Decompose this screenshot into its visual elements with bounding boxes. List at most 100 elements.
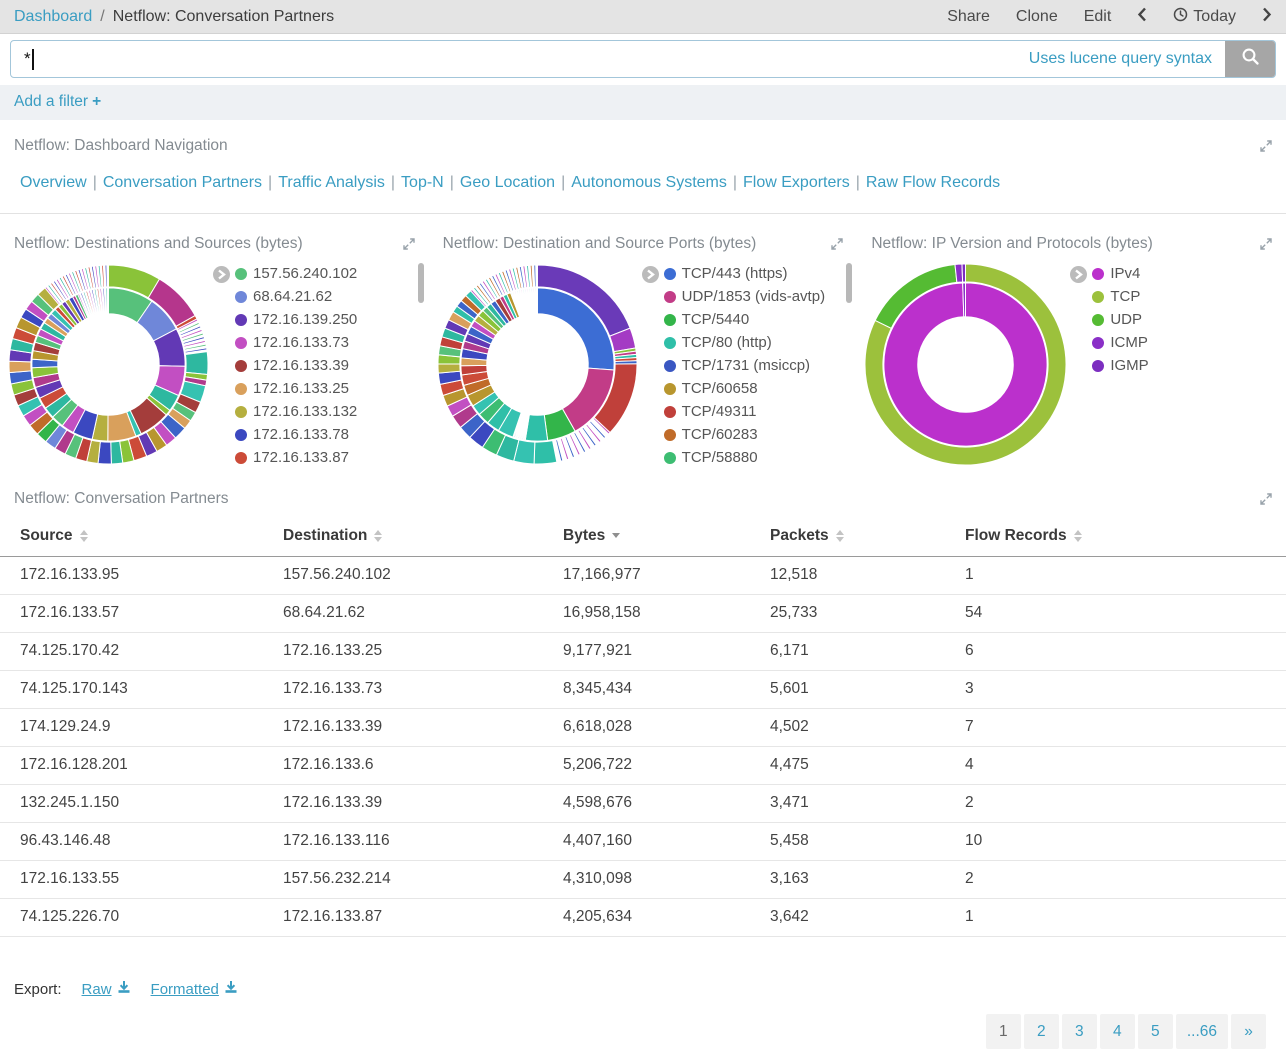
sunburst-segment[interactable]	[534, 287, 537, 315]
sunburst-segment[interactable]	[105, 287, 109, 315]
sunburst-segment[interactable]	[96, 287, 103, 315]
sunburst-segment[interactable]	[511, 291, 522, 318]
sunburst-chart[interactable]	[6, 262, 211, 467]
nav-link-overview[interactable]: Overview	[20, 174, 87, 191]
sunburst-segment[interactable]	[472, 286, 489, 306]
sunburst-segment[interactable]	[437, 363, 461, 374]
breadcrumb-dashboard-link[interactable]: Dashboard	[14, 7, 93, 25]
sunburst-segment[interactable]	[478, 282, 494, 303]
lucene-hint-link[interactable]: Uses lucene query syntax	[1028, 50, 1212, 67]
time-picker-button[interactable]: Today	[1173, 7, 1236, 27]
sunburst-segment[interactable]	[183, 343, 207, 351]
page-button-66[interactable]: ...66	[1175, 1014, 1228, 1049]
sunburst-segment[interactable]	[864, 263, 1067, 466]
sunburst-segment[interactable]	[181, 332, 205, 342]
legend-item[interactable]: 172.16.133.39	[235, 354, 357, 377]
legend-item[interactable]: TCP/443 (https)	[663, 262, 825, 285]
legend-item[interactable]: TCP/60658	[663, 377, 825, 400]
sunburst-segment[interactable]	[90, 288, 99, 316]
sunburst-segment[interactable]	[49, 281, 66, 303]
sunburst-chart[interactable]	[863, 262, 1068, 467]
sunburst-segment[interactable]	[8, 360, 32, 374]
sunburst-segment[interactable]	[493, 273, 506, 295]
sunburst-segment[interactable]	[93, 288, 101, 316]
clone-button[interactable]: Clone	[1015, 7, 1058, 25]
sunburst-segment[interactable]	[513, 290, 524, 317]
legend-item[interactable]: TCP/1731 (msiccp)	[663, 354, 825, 377]
page-button-2[interactable]: 2	[1023, 1014, 1059, 1049]
sunburst-segment[interactable]	[954, 263, 964, 283]
expand-icon[interactable]	[402, 238, 415, 250]
legend-item[interactable]: 172.16.133.25	[235, 377, 357, 400]
legend-item[interactable]: TCP/60283	[663, 423, 825, 446]
nav-link-top-n[interactable]: Top-N	[401, 174, 444, 191]
legend-item[interactable]: TCP	[1092, 285, 1148, 308]
search-button[interactable]	[1225, 41, 1275, 77]
sunburst-segment[interactable]	[523, 413, 530, 441]
sunburst-segment[interactable]	[521, 288, 529, 316]
export-raw-link[interactable]: Raw	[82, 980, 131, 998]
sunburst-segment[interactable]	[563, 435, 575, 459]
sunburst-segment[interactable]	[87, 289, 97, 317]
next-time-button[interactable]	[1262, 7, 1272, 27]
sunburst-segment[interactable]	[554, 438, 564, 462]
column-header-bytes[interactable]: Bytes	[563, 521, 770, 557]
sunburst-segment[interactable]	[572, 431, 587, 454]
legend-item[interactable]: 172.16.139.250	[235, 308, 357, 331]
legend-item[interactable]: ICMP	[1092, 331, 1148, 354]
chevron-right-circle-icon[interactable]	[1070, 266, 1088, 283]
page-button-5[interactable]: 5	[1137, 1014, 1173, 1049]
sunburst-segment[interactable]	[532, 287, 536, 315]
legend-item[interactable]: TCP/58880	[663, 446, 825, 469]
nav-link-autonomous-systems[interactable]: Autonomous Systems	[571, 174, 727, 191]
sunburst-segment[interactable]	[584, 423, 602, 444]
sunburst-segment[interactable]	[523, 288, 531, 316]
nav-link-flow-exporters[interactable]: Flow Exporters	[743, 174, 850, 191]
sunburst-segment[interactable]	[97, 264, 103, 288]
nav-link-geo-location[interactable]: Geo Location	[459, 174, 556, 191]
sunburst-segment[interactable]	[511, 267, 520, 291]
sunburst-segment[interactable]	[487, 276, 501, 298]
page-button-1[interactable]: 1	[985, 1014, 1021, 1049]
share-button[interactable]: Share	[947, 7, 990, 25]
sunburst-segment[interactable]	[77, 293, 90, 319]
chevron-right-circle-icon[interactable]	[213, 266, 230, 283]
legend-item[interactable]: 172.16.133.87	[235, 446, 357, 469]
expand-icon[interactable]	[1260, 140, 1272, 152]
sunburst-segment[interactable]	[509, 291, 521, 318]
legend-item[interactable]: TCP/49311	[663, 400, 825, 423]
sunburst-segment[interactable]	[533, 440, 558, 465]
legend-item[interactable]: UDP/1853 (vids-avtp)	[663, 285, 825, 308]
sunburst-segment[interactable]	[559, 437, 570, 461]
sunburst-segment[interactable]	[962, 282, 967, 318]
sunburst-segment[interactable]	[484, 278, 499, 300]
sunburst-segment[interactable]	[507, 268, 517, 291]
sunburst-segment[interactable]	[512, 412, 523, 439]
legend-item[interactable]: IGMP	[1092, 354, 1149, 377]
sunburst-segment[interactable]	[518, 265, 525, 289]
sunburst-segment[interactable]	[481, 280, 496, 301]
legend-item[interactable]: TCP/5440	[663, 308, 825, 331]
sunburst-segment[interactable]	[102, 287, 107, 315]
sunburst-segment[interactable]	[183, 339, 207, 348]
query-input[interactable]: *	[11, 48, 1029, 70]
sunburst-segment[interactable]	[519, 288, 528, 316]
sunburst-segment[interactable]	[52, 280, 68, 301]
column-header-destination[interactable]: Destination	[283, 521, 563, 557]
sunburst-segment[interactable]	[576, 429, 592, 451]
sunburst-segment[interactable]	[529, 264, 534, 288]
edit-button[interactable]: Edit	[1083, 7, 1112, 25]
expand-icon[interactable]	[831, 238, 844, 250]
sunburst-segment[interactable]	[514, 266, 523, 290]
sunburst-segment[interactable]	[568, 433, 581, 456]
legend-item[interactable]: IPv4	[1092, 262, 1148, 285]
sunburst-segment[interactable]	[469, 288, 487, 308]
sunburst-segment[interactable]	[475, 284, 492, 305]
expand-icon[interactable]	[1260, 238, 1272, 250]
sunburst-segment[interactable]	[580, 426, 597, 447]
sunburst-segment[interactable]	[64, 273, 77, 296]
sunburst-segment[interactable]	[184, 351, 209, 376]
sunburst-segment[interactable]	[521, 265, 528, 289]
sunburst-segment[interactable]	[519, 413, 527, 440]
nav-link-conversation-partners[interactable]: Conversation Partners	[102, 174, 263, 191]
